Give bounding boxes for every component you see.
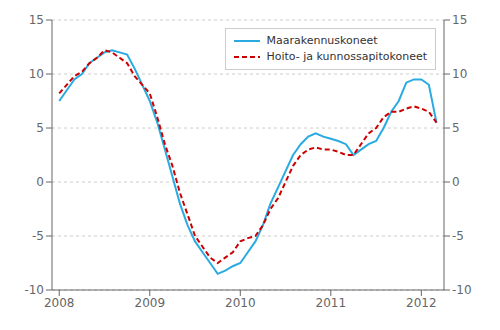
svg-text:-10: -10	[24, 283, 44, 297]
svg-text:0: 0	[36, 175, 44, 189]
svg-text:2012: 2012	[406, 296, 437, 310]
svg-text:5: 5	[36, 121, 44, 135]
svg-text:0: 0	[452, 175, 460, 189]
html-text:Hoito- ja kunnossapitokoneet: Hoito- ja kunnossapitokoneet	[266, 50, 427, 63]
svg-text:-5: -5	[452, 229, 464, 243]
svg-text:5: 5	[452, 121, 460, 135]
svg-text:2009: 2009	[135, 296, 166, 310]
svg-text:10: 10	[29, 67, 44, 81]
svg-text:2011: 2011	[316, 296, 347, 310]
svg-text:15: 15	[452, 13, 467, 27]
svg-text:10: 10	[452, 67, 467, 81]
svg-text:-10: -10	[452, 283, 472, 297]
svg-text:-5: -5	[32, 229, 44, 243]
svg-text:2010: 2010	[225, 296, 256, 310]
html-text:Maarakennuskoneet: Maarakennuskoneet	[266, 34, 378, 47]
svg-text:2008: 2008	[44, 296, 75, 310]
svg-text:15: 15	[29, 13, 44, 27]
